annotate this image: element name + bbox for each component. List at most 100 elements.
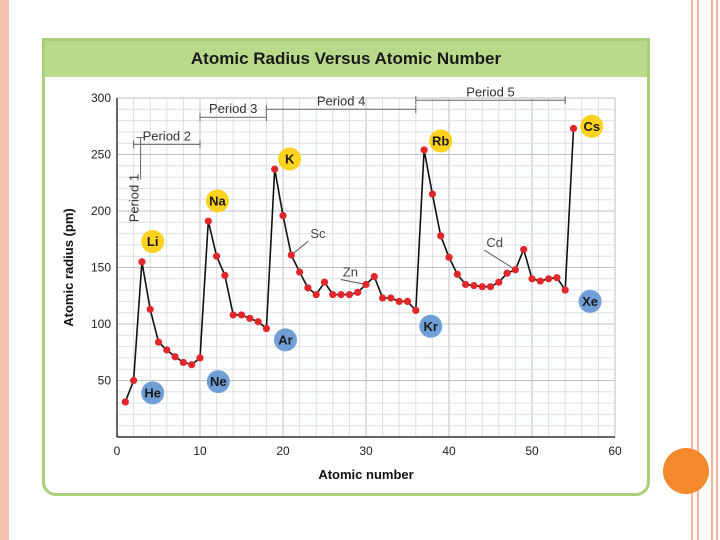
annotation-leader xyxy=(340,279,367,285)
right-border-line xyxy=(711,0,713,540)
data-point xyxy=(121,398,129,406)
data-point xyxy=(138,258,146,266)
annotation-label: Cd xyxy=(486,235,503,250)
element-label-circle xyxy=(429,129,453,153)
element-label: Xe xyxy=(578,289,602,313)
data-point xyxy=(246,314,254,322)
period-bracket: Period 1 xyxy=(127,137,145,222)
data-point xyxy=(354,288,362,296)
data-point xyxy=(179,358,187,367)
annotation-label: Sc xyxy=(310,226,326,241)
element-label-circle xyxy=(419,314,443,338)
element-label-circle xyxy=(141,381,165,405)
period-bracket: Period 2 xyxy=(133,128,201,149)
x-tick-label: 50 xyxy=(525,444,539,458)
element-label-circle xyxy=(273,328,297,352)
element-label: Na xyxy=(205,189,229,213)
data-point xyxy=(130,376,138,385)
data-point xyxy=(254,318,262,326)
x-tick-label: 0 xyxy=(114,444,121,458)
element-label: He xyxy=(141,381,165,405)
y-tick-label: 300 xyxy=(91,91,111,105)
x-tick-label: 30 xyxy=(359,444,373,458)
element-label-text: Kr xyxy=(424,319,438,334)
element-label-text: Cs xyxy=(583,119,600,134)
data-point xyxy=(462,280,470,289)
data-point xyxy=(329,291,337,299)
right-border-line xyxy=(691,0,693,540)
data-point xyxy=(528,275,536,283)
data-point xyxy=(304,284,312,292)
data-point xyxy=(154,338,163,346)
period-bracket: Period 3 xyxy=(199,101,267,122)
data-point xyxy=(379,294,387,302)
period-label: Period 1 xyxy=(127,174,142,222)
data-point xyxy=(520,245,528,254)
data-point xyxy=(470,281,478,290)
y-tick-label: 50 xyxy=(98,374,112,388)
element-label-text: Na xyxy=(209,193,226,208)
data-point xyxy=(370,272,378,281)
period-label: Period 4 xyxy=(317,93,365,108)
chart-svg: 0 10 20 30 40 50 60 50 100 150 200 250 300 Atomic num… xyxy=(61,84,622,482)
element-label: K xyxy=(278,147,302,171)
element-label-text: Li xyxy=(147,234,159,249)
chart-title: Atomic Radius Versus Atomic Number xyxy=(190,49,502,68)
data-point xyxy=(395,297,403,305)
data-point xyxy=(171,353,179,361)
x-tick-label: 40 xyxy=(442,444,456,458)
period-label: Period 5 xyxy=(466,84,514,99)
data-point xyxy=(271,165,279,173)
element-label-circle xyxy=(580,114,604,138)
data-point xyxy=(312,291,320,299)
data-point xyxy=(403,297,412,305)
annotation: Zn xyxy=(340,265,367,285)
element-label-text: Xe xyxy=(582,294,598,309)
data-point xyxy=(437,232,445,240)
annotation: Sc xyxy=(290,226,326,256)
element-label-circle xyxy=(278,147,302,171)
data-point xyxy=(428,190,436,198)
data-point xyxy=(213,252,221,260)
data-point xyxy=(237,311,246,319)
data-point xyxy=(478,283,486,291)
element-label: Li xyxy=(141,230,165,254)
data-point xyxy=(569,124,578,133)
data-point xyxy=(495,278,503,286)
grid-lines xyxy=(116,97,616,437)
element-label-text: Rb xyxy=(432,133,449,148)
period-bracket: Period 5 xyxy=(415,84,566,105)
data-point xyxy=(320,278,329,286)
data-point xyxy=(262,324,270,333)
data-point xyxy=(486,283,495,291)
y-tick-label: 100 xyxy=(91,317,111,331)
x-tick-label: 60 xyxy=(608,444,622,458)
right-border-line xyxy=(697,0,699,540)
period-label: Period 3 xyxy=(209,101,257,116)
chart-title-bar: Atomic Radius Versus Atomic Number xyxy=(45,41,647,77)
data-point xyxy=(163,346,171,354)
data-point xyxy=(362,280,370,289)
data-point xyxy=(296,268,304,276)
period-bracket: Period 4 xyxy=(265,93,417,114)
y-axis-title: Atomic radius (pm) xyxy=(61,208,76,326)
data-point xyxy=(287,251,295,259)
data-point xyxy=(412,306,420,315)
element-label: Kr xyxy=(419,314,443,338)
data-point xyxy=(279,211,287,220)
annotation-leader xyxy=(290,240,309,256)
data-point xyxy=(188,361,196,369)
element-label: Rb xyxy=(429,129,453,153)
element-label: Ne xyxy=(206,370,230,394)
data-point xyxy=(221,271,229,280)
x-tick-label: 20 xyxy=(276,444,290,458)
data-point xyxy=(445,253,453,261)
y-tick-label: 200 xyxy=(91,204,111,218)
element-label-text: Ne xyxy=(210,374,227,389)
element-label-text: K xyxy=(285,152,295,167)
annotation: Cd xyxy=(484,235,516,271)
data-point xyxy=(503,269,511,277)
element-label-text: Ar xyxy=(278,332,292,347)
left-decorative-band xyxy=(0,0,9,540)
x-tick-label: 10 xyxy=(193,444,207,458)
